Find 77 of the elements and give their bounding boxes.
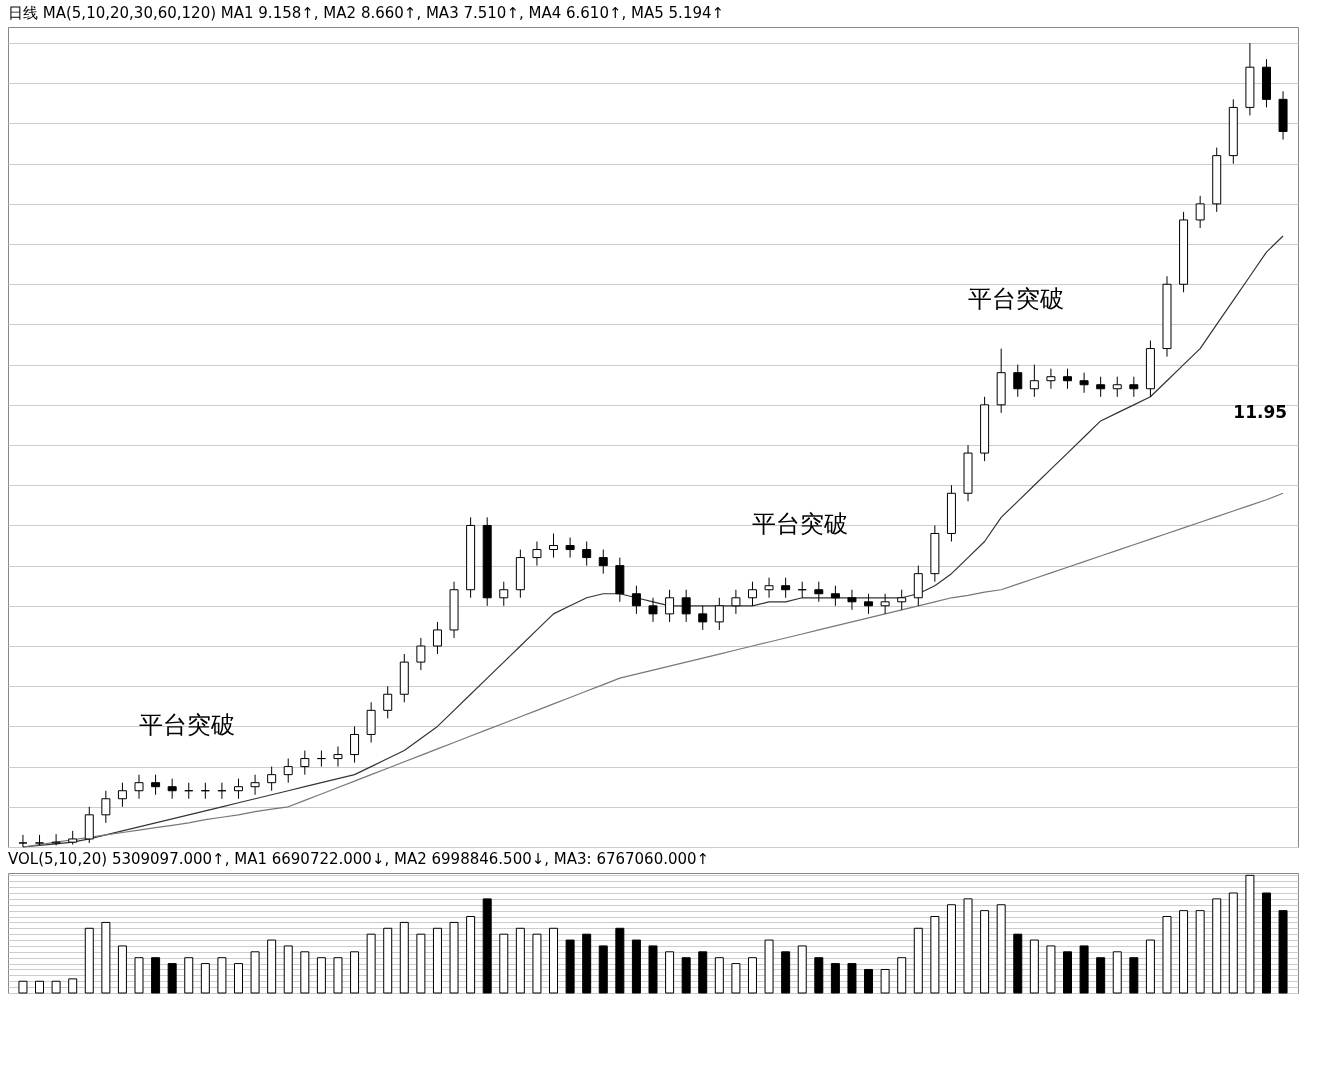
bar (814, 957, 824, 994)
candlestick (167, 778, 177, 800)
candlestick (1079, 372, 1089, 394)
candlestick (648, 597, 658, 623)
candlestick (847, 589, 857, 611)
chart-title: VOL(5,10,20) 5309097.000↑, MA1 6690722.000↓, MA2 6998846.500↓, MA3: 6767060.000↑ (8, 850, 710, 868)
bar (648, 945, 658, 994)
bar (1096, 957, 1106, 994)
bar (1079, 945, 1089, 994)
bar (598, 945, 608, 994)
chart-title: 日线 MA(5,10,20,30,60,120) MA1 9.158↑, MA2 8.660↑, MA3 7.510↑, MA4 6.610↑, MA5 5.194↑ (8, 4, 725, 22)
candlestick (665, 589, 675, 623)
annotation: 平台突破 (139, 711, 236, 740)
candlestick (897, 589, 907, 611)
candlestick (598, 549, 608, 575)
candlestick (681, 589, 691, 623)
candlestick (333, 746, 343, 768)
candlestick (565, 536, 575, 559)
bar (631, 939, 641, 994)
candlestick (267, 766, 277, 792)
bar (830, 963, 840, 994)
candlestick (731, 589, 741, 615)
candlestick (549, 532, 559, 559)
bar (1129, 957, 1139, 994)
candlestick (714, 597, 724, 631)
bar (681, 957, 691, 994)
bar (565, 939, 575, 994)
candlestick (283, 758, 293, 784)
candlestick (499, 581, 509, 607)
bar (847, 963, 857, 994)
bar (1278, 910, 1288, 994)
candlestick (864, 593, 874, 615)
candlestick (151, 774, 161, 796)
candlestick (764, 577, 774, 599)
candlestick (1195, 195, 1205, 229)
candlestick (747, 581, 757, 607)
bar (1013, 933, 1023, 994)
candlestick (814, 581, 824, 603)
bar (781, 951, 791, 994)
candlestick (233, 778, 243, 800)
bar (1261, 892, 1271, 994)
candlestick (1029, 364, 1039, 398)
candlestick (830, 585, 840, 607)
bar (482, 898, 492, 994)
bar (615, 927, 625, 994)
candlestick (51, 833, 61, 846)
candlestick (880, 593, 890, 615)
candlestick (101, 790, 111, 824)
bar (864, 968, 874, 994)
candlestick (1112, 376, 1122, 398)
annotation: 平台突破 (968, 285, 1065, 314)
candlestick (698, 605, 708, 631)
bar (582, 933, 592, 994)
candlestick (1013, 364, 1023, 398)
candlestick (350, 725, 360, 764)
candlestick (383, 685, 393, 719)
bar (1063, 951, 1073, 994)
bar (698, 951, 708, 994)
candlestick (117, 782, 127, 808)
candlestick (134, 774, 144, 800)
candlestick (631, 585, 641, 615)
candlestick (781, 577, 791, 599)
annotation: 平台突破 (752, 510, 849, 539)
bar (151, 957, 161, 994)
candlestick (1046, 368, 1056, 390)
candlestick (532, 541, 542, 567)
candlestick (416, 637, 426, 671)
candlestick (432, 621, 442, 655)
annotation: 11.95 (1233, 401, 1288, 422)
candlestick (300, 750, 310, 776)
candlestick (582, 541, 592, 567)
candlestick (250, 774, 260, 796)
bar (167, 963, 177, 994)
candlestick (1129, 376, 1139, 398)
candlestick (1063, 368, 1073, 390)
candlestick (1096, 376, 1106, 398)
candlestick (18, 834, 28, 848)
